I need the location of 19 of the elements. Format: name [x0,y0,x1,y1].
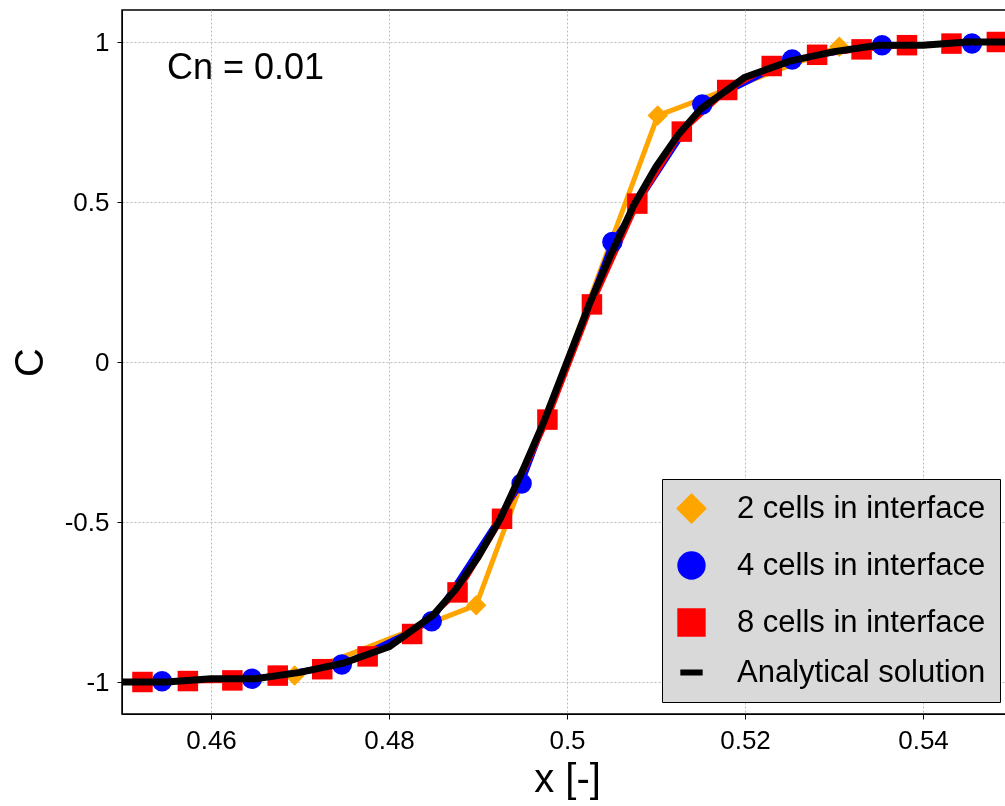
x-tick-label: 0.48 [364,724,415,755]
x-tick-label: 0.52 [720,724,771,755]
legend-label: Analytical solution [737,653,986,689]
x-tick-label: 0.5 [549,724,586,755]
y-axis-title: C [6,348,51,377]
y-tick-label: 1 [95,26,110,57]
x-tick-label: 0.46 [186,724,237,755]
legend-label: 4 cells in interface [737,546,986,582]
y-tick-label: 0 [95,346,110,377]
y-tick-label: -1 [86,666,110,697]
legend-label: 8 cells in interface [737,603,986,639]
y-tick-label: -0.5 [64,506,110,537]
x-axis-title: x [-] [534,755,601,800]
point [465,594,487,616]
legend-label: 2 cells in interface [737,489,986,525]
annotation: Cn = 0.01 [167,46,325,87]
y-tick-label: 0.5 [73,186,110,217]
x-tick-label: 0.54 [898,724,949,755]
point [647,105,669,126]
